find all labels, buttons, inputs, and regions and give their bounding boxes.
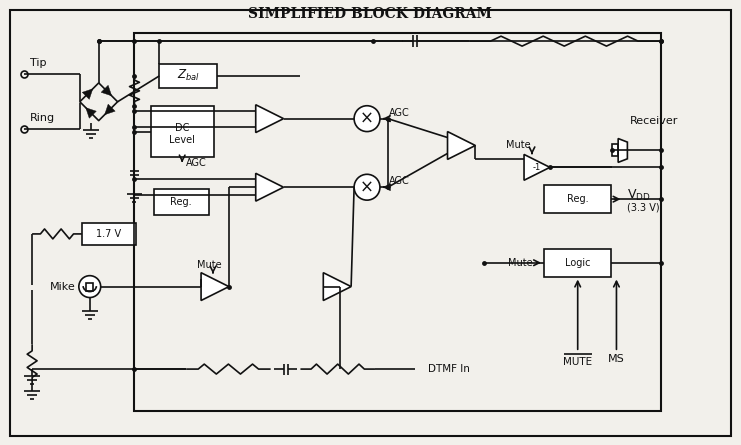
Text: Level: Level [169, 134, 195, 145]
Bar [544, 185, 611, 213]
Text: Logic: Logic [565, 258, 591, 268]
Text: (3.3 V): (3.3 V) [628, 202, 660, 212]
Text: Mute: Mute [508, 258, 533, 268]
Text: MS: MS [608, 354, 625, 364]
Text: Ring: Ring [30, 113, 56, 123]
Bar [154, 189, 209, 215]
Text: MUTE: MUTE [563, 357, 592, 367]
Text: Tip: Tip [30, 58, 47, 68]
Polygon shape [101, 85, 112, 96]
Polygon shape [256, 105, 284, 133]
Text: Mike: Mike [50, 282, 76, 291]
Bar [82, 223, 136, 245]
Bar [134, 33, 661, 411]
Text: Mute: Mute [196, 260, 222, 270]
Polygon shape [448, 132, 475, 159]
Text: AGC: AGC [389, 108, 410, 117]
Bar [544, 249, 611, 277]
Text: ×: × [360, 178, 374, 196]
Bar [86, 283, 93, 291]
Text: ×: × [360, 109, 374, 128]
Polygon shape [618, 138, 628, 162]
Text: AGC: AGC [389, 176, 410, 186]
Polygon shape [256, 173, 284, 201]
Text: SIMPLIFIED BLOCK DIAGRAM: SIMPLIFIED BLOCK DIAGRAM [248, 7, 492, 21]
Text: DTMF In: DTMF In [428, 364, 470, 374]
Circle shape [354, 174, 380, 200]
Polygon shape [86, 108, 96, 118]
Text: AGC: AGC [186, 158, 207, 168]
Polygon shape [104, 104, 115, 115]
Polygon shape [82, 89, 93, 99]
Polygon shape [323, 273, 351, 300]
Polygon shape [201, 273, 229, 300]
Text: -1: -1 [533, 163, 541, 172]
Bar [613, 145, 618, 156]
Text: Reg.: Reg. [170, 197, 192, 207]
Text: 1.7 V: 1.7 V [96, 229, 122, 239]
Circle shape [79, 275, 101, 298]
Polygon shape [524, 154, 550, 180]
Text: Mute: Mute [506, 141, 531, 150]
Text: Receiver: Receiver [631, 116, 679, 125]
Bar [159, 64, 217, 88]
Text: DC: DC [175, 122, 190, 133]
Circle shape [354, 106, 380, 132]
Text: V$_{\mathsf{DD}}$: V$_{\mathsf{DD}}$ [628, 188, 651, 203]
Text: $Z_{bal}$: $Z_{bal}$ [177, 69, 199, 84]
Bar [151, 106, 214, 158]
Text: Reg.: Reg. [567, 194, 588, 204]
